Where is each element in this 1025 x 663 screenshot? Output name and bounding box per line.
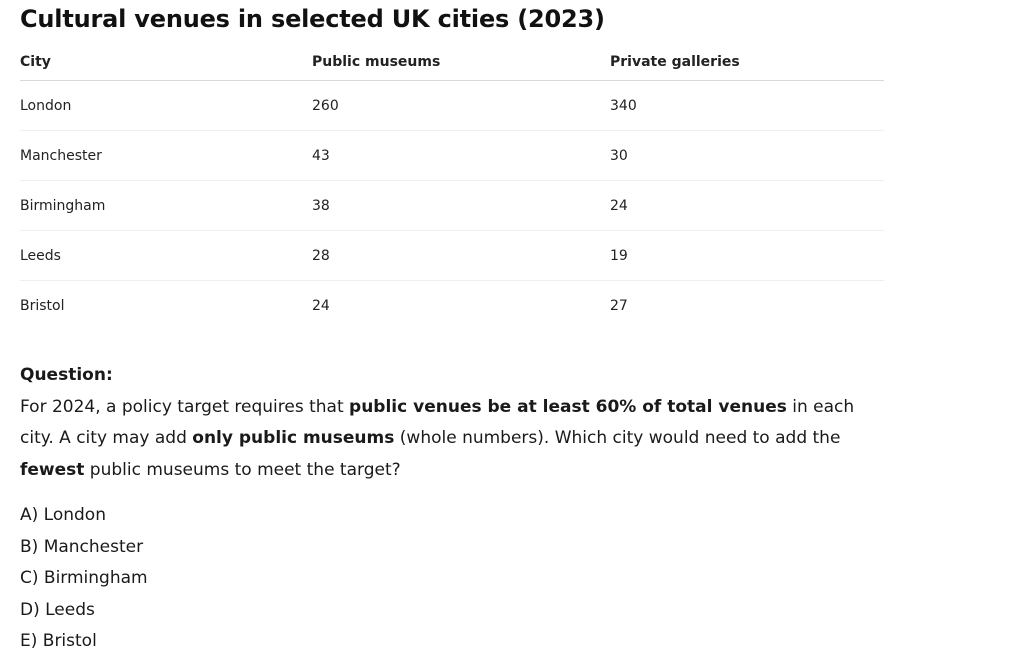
- answer-option-e: E) Bristol: [20, 631, 97, 652]
- question-emphasis-public-only: only public museums: [192, 428, 395, 448]
- table-row: Leeds 28 19: [20, 230, 884, 281]
- table-header-row: City Public museums Private galleries: [20, 44, 884, 81]
- answer-option-b: B) Manchester: [20, 536, 144, 557]
- cell-private-galleries: 27: [610, 297, 628, 314]
- answer-options: A) London B) Manchester C) Birmingham D)…: [20, 500, 148, 658]
- cell-public-museums: 38: [312, 180, 610, 231]
- question-text-part: For 2024, a policy target requires that: [20, 396, 350, 417]
- question-label: Question:: [20, 365, 113, 385]
- cell-public-museums: 43: [312, 130, 610, 181]
- column-header-city: City: [20, 44, 312, 81]
- cell-private-galleries: 19: [610, 230, 884, 281]
- question-text-part: public museums to meet the target?: [84, 459, 401, 480]
- cell-private-galleries: 30: [610, 130, 884, 181]
- cell-city: London: [20, 80, 312, 131]
- cell-city: Leeds: [20, 230, 312, 281]
- column-header-public-museums: Public museums: [312, 44, 610, 81]
- table-row: London 260 340: [20, 80, 884, 131]
- cell-public-museums: 260: [312, 80, 610, 131]
- column-header-private-galleries: Private galleries: [610, 44, 884, 81]
- answer-option-d: D) Leeds: [20, 599, 95, 620]
- cell-city: Bristol: [20, 297, 65, 314]
- question-emphasis-target: public venues be at least 60% of total v…: [349, 396, 787, 417]
- cell-private-galleries: 340: [610, 80, 884, 131]
- answer-option-c: C) Birmingham: [20, 568, 148, 589]
- page-title: Cultural venues in selected UK cities (2…: [20, 5, 605, 33]
- question-text-part: (whole numbers). Which city would need t…: [394, 428, 841, 448]
- cell-public-museums: 28: [312, 230, 610, 281]
- table-row: Bristol 24 27: [20, 281, 884, 331]
- question-emphasis-fewest: fewest: [20, 459, 85, 480]
- question-text-part: in each city. A city may add: [20, 396, 855, 449]
- table-row: Birmingham 38 24: [20, 180, 884, 231]
- venues-table: City Public museums Private galleries Lo…: [20, 44, 884, 330]
- cell-public-museums: 24: [312, 297, 330, 314]
- answer-option-a: A) London: [20, 505, 106, 525]
- question-block: Question: For 2024, a policy target requ…: [20, 360, 890, 486]
- cell-city: Manchester: [20, 130, 312, 181]
- question-text: For 2024, a policy target requires that …: [20, 392, 890, 487]
- table-row: Manchester 43 30: [20, 130, 884, 181]
- cell-city: Birmingham: [20, 180, 312, 231]
- cell-private-galleries: 24: [610, 180, 884, 231]
